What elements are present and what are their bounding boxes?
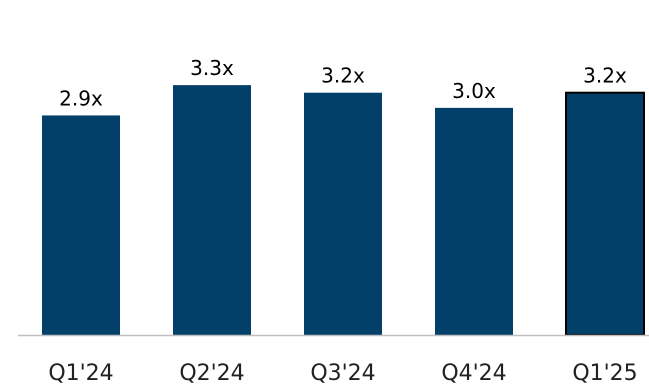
x-tick-labels-layer: Q1'24 Q2'24 Q3'24 Q4'24 Q1'25 — [48, 361, 637, 385]
bar-q4-24 — [435, 107, 513, 335]
bars-layer — [42, 85, 645, 337]
x-tick-label-q4-24: Q4'24 — [441, 361, 506, 385]
bar-q3-24 — [304, 92, 382, 335]
data-label-q1-24: 2.9x — [59, 86, 103, 110]
value-labels-layer: 2.9x 3.3x 3.2x 3.0x 3.2x — [59, 56, 627, 110]
data-label-q3-24: 3.2x — [321, 64, 365, 88]
bar-q2-24 — [173, 85, 251, 336]
bar-q1-24 — [42, 115, 120, 335]
x-tick-label-q1-24: Q1'24 — [48, 361, 113, 385]
x-tick-label-q2-24: Q2'24 — [179, 361, 244, 385]
data-label-q1-25: 3.2x — [583, 64, 627, 88]
x-tick-label-q3-24: Q3'24 — [310, 361, 375, 385]
data-label-q4-24: 3.0x — [452, 79, 496, 103]
data-label-q2-24: 3.3x — [190, 56, 234, 80]
bar-q1-25 — [565, 91, 645, 337]
x-tick-label-q1-25: Q1'25 — [572, 361, 637, 385]
